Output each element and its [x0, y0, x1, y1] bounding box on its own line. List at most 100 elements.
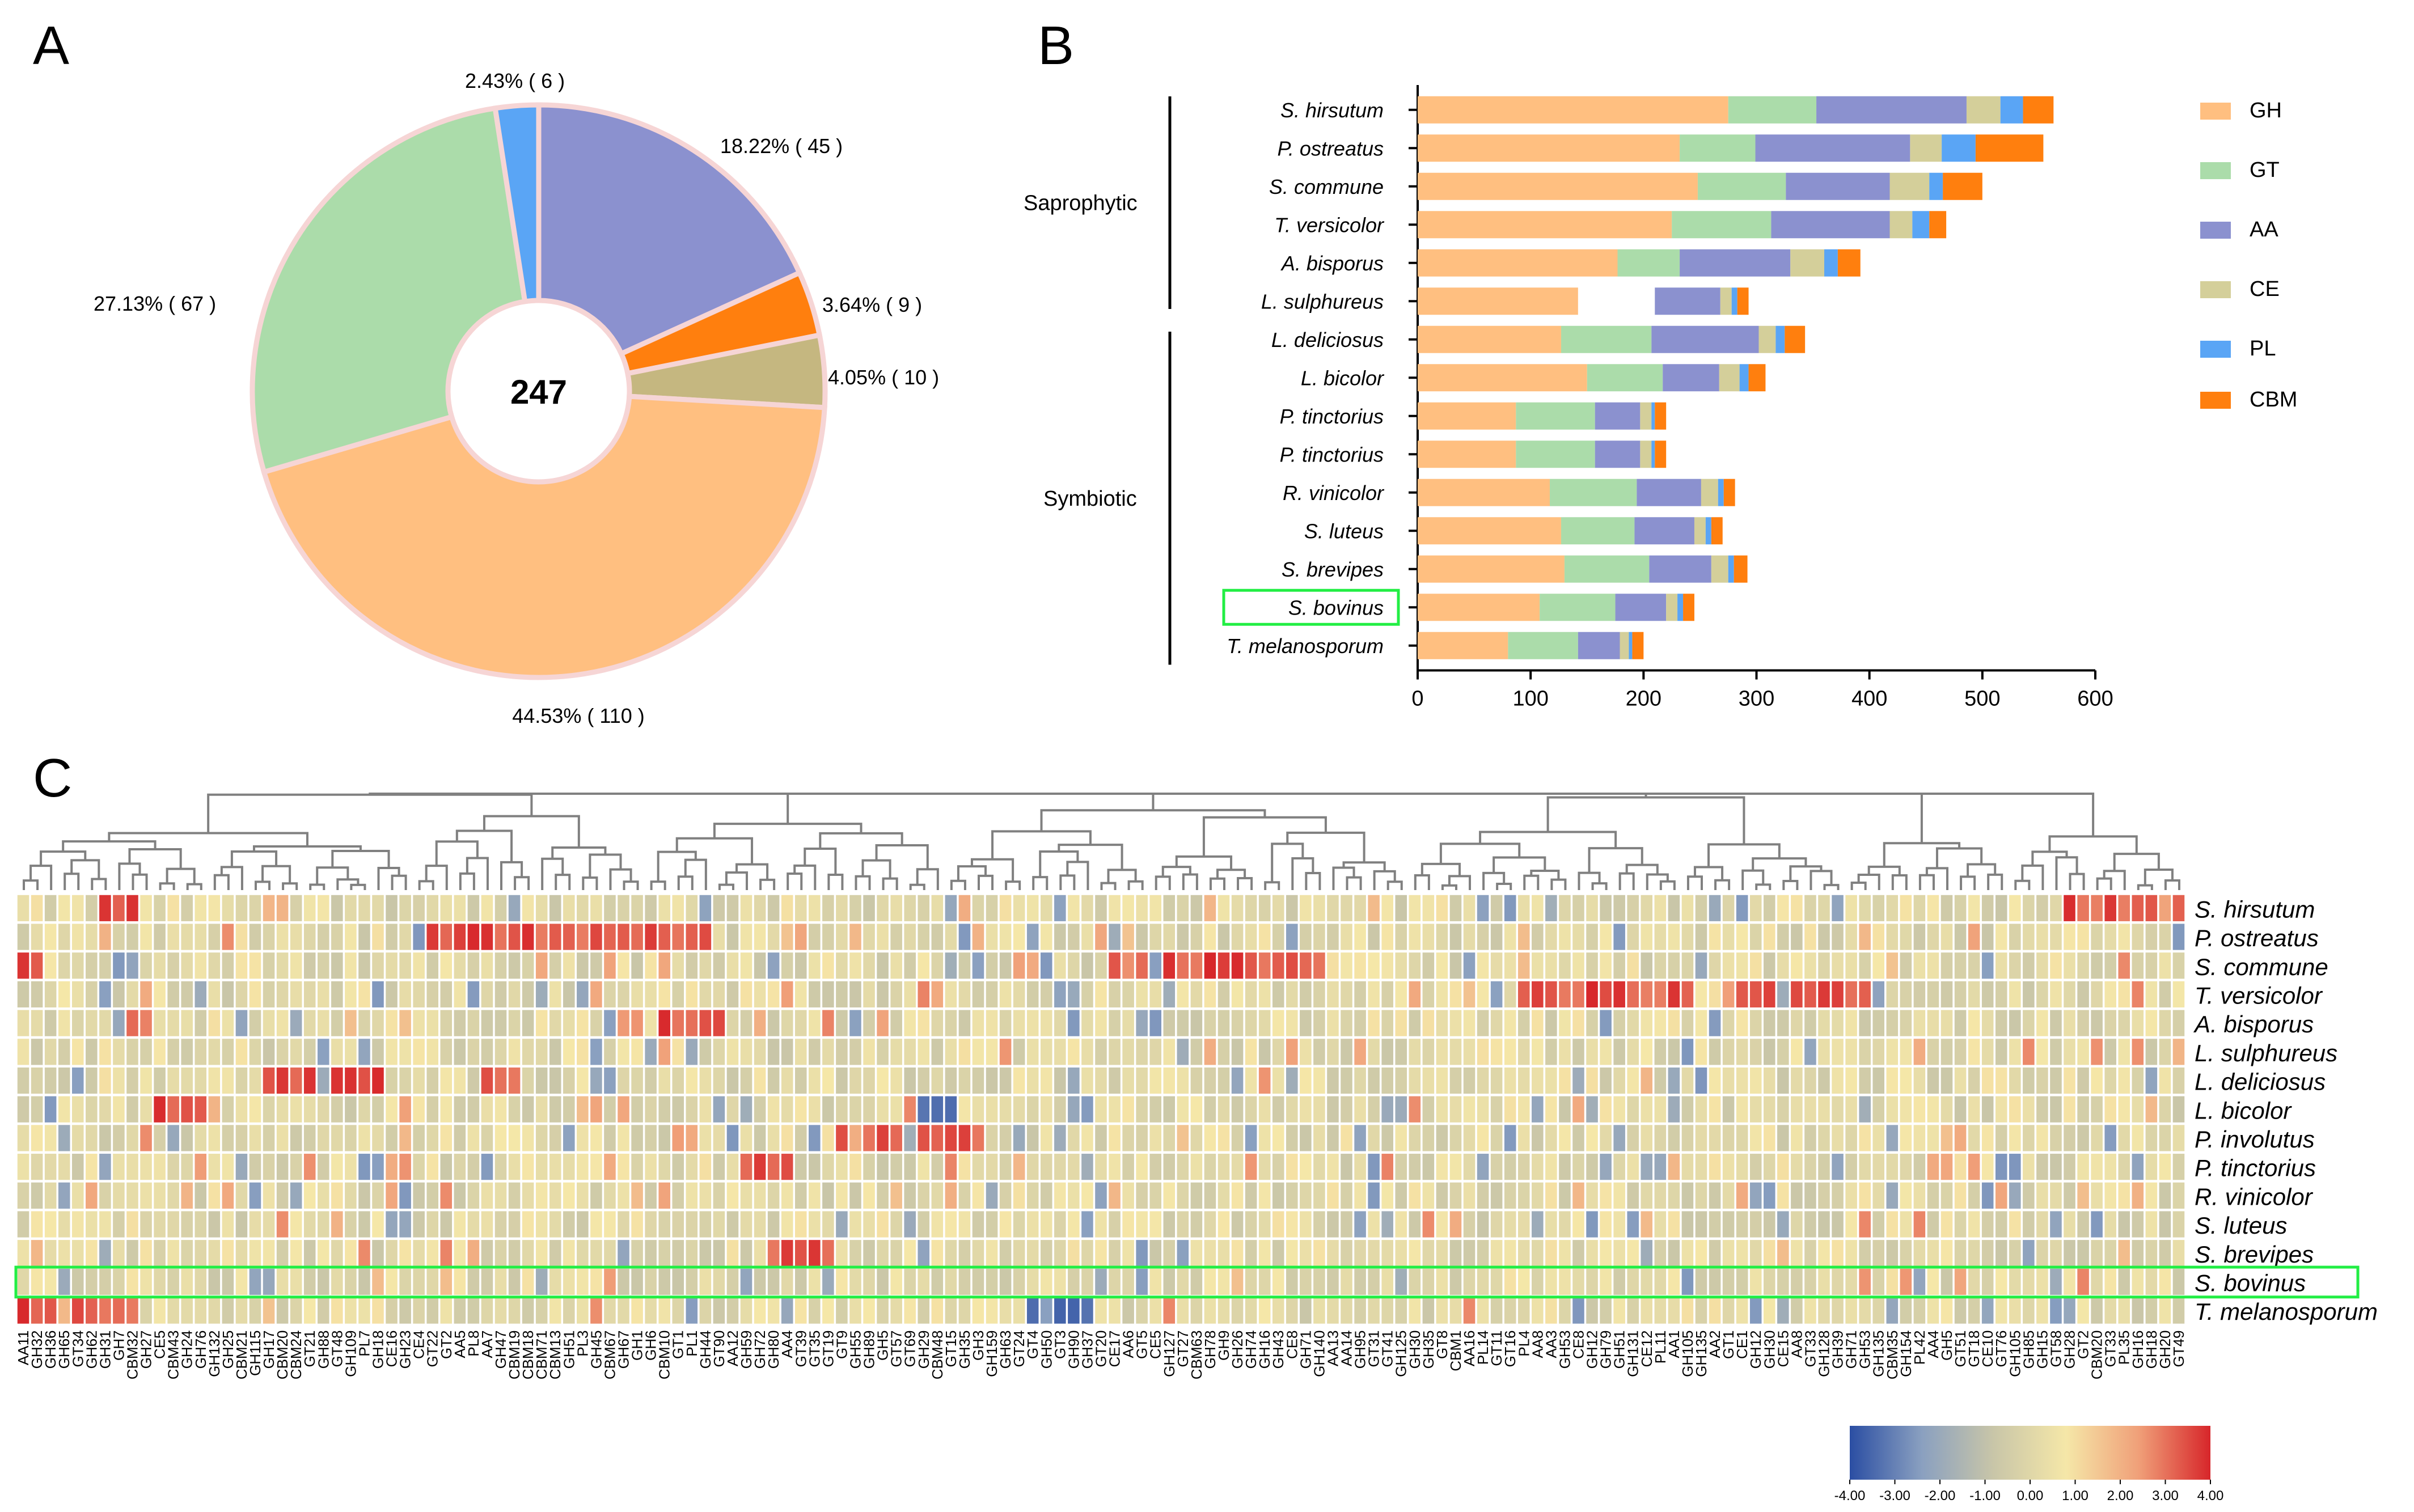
heatmap-column-label: GT4 — [1024, 1331, 1041, 1359]
heatmap-cell — [808, 922, 822, 951]
heatmap-cell — [1462, 1124, 1476, 1153]
heatmap-cell — [398, 1009, 412, 1037]
bar-category-label: T. melanosporum — [1227, 634, 1384, 658]
heatmap-cell — [1585, 951, 1599, 980]
heatmap-cell — [1708, 1239, 1722, 1267]
heatmap-cell — [316, 951, 331, 980]
heatmap-cell — [2117, 1153, 2131, 1181]
heatmap-cell — [1217, 1095, 1231, 1124]
heatmap-cell — [1817, 894, 1831, 922]
heatmap-cell — [98, 1181, 112, 1210]
heatmap-cell — [1571, 1066, 1586, 1095]
heatmap-cell — [2103, 1037, 2117, 1066]
heatmap-cell — [1885, 922, 1899, 951]
heatmap-cell — [1299, 1124, 1313, 1153]
heatmap-cell — [644, 1210, 658, 1239]
heatmap-cell — [16, 894, 30, 922]
heatmap-cell — [589, 922, 603, 951]
heatmap-cell — [289, 1066, 303, 1095]
heatmap-cell — [1367, 1153, 1381, 1181]
heatmap-cell — [316, 1210, 331, 1239]
heatmap-cell — [330, 1124, 344, 1153]
heatmap-cell — [521, 1153, 535, 1181]
heatmap-cell — [1599, 1297, 1613, 1325]
heatmap-cell — [1080, 922, 1094, 951]
heatmap-cell — [1026, 1239, 1039, 1267]
heatmap-cell — [1994, 1239, 2009, 1267]
heatmap-cell — [1326, 1124, 1340, 1153]
heatmap-cell — [1026, 1124, 1039, 1153]
heatmap-cell — [576, 1297, 590, 1325]
heatmap-cell — [1654, 1268, 1667, 1296]
heatmap-cell — [30, 1210, 44, 1239]
heatmap-cell — [576, 951, 590, 980]
heatmap-cell — [221, 1066, 235, 1095]
heatmap-cell — [1981, 1268, 1994, 1296]
heatmap-cell — [699, 1037, 712, 1066]
heatmap-cell — [1053, 1009, 1067, 1037]
heatmap-cell — [1012, 1066, 1026, 1095]
heatmap-cell — [1367, 894, 1381, 922]
dendrogram-branch — [64, 873, 80, 890]
heatmap-cell — [2062, 1153, 2077, 1181]
heatmap-cell — [944, 1210, 958, 1239]
bar-segment-gh — [1418, 249, 1618, 277]
heatmap-cell — [576, 1181, 590, 1210]
heatmap-cell — [1735, 951, 1749, 980]
dendrogram-branch — [435, 840, 479, 866]
heatmap-cell — [535, 1239, 548, 1267]
heatmap-cell — [2008, 1066, 2022, 1095]
bar-segment-gh — [1418, 211, 1672, 239]
dendrogram-branch — [1155, 875, 1171, 890]
heatmap-cell — [1148, 951, 1162, 980]
bar-segment-cbm — [1655, 402, 1667, 430]
heatmap-cell — [1039, 1066, 1054, 1095]
heatmap-cell — [221, 1210, 235, 1239]
heatmap-cell — [876, 894, 890, 922]
heatmap-cell — [944, 1066, 958, 1095]
heatmap-column-label: GH140 — [1310, 1331, 1328, 1377]
heatmap-cell — [398, 980, 412, 1009]
heatmap-cell — [1231, 1009, 1244, 1037]
heatmap-cell — [71, 951, 85, 980]
heatmap-column-label: GT18 — [1965, 1331, 1982, 1367]
heatmap-cell — [1053, 951, 1067, 980]
heatmap-cell — [699, 980, 712, 1009]
heatmap-column-label: CBM35 — [1884, 1331, 1901, 1380]
heatmap-cell — [712, 951, 726, 980]
heatmap-cell — [384, 1239, 399, 1267]
bar-x-tick-label: 100 — [1512, 687, 1548, 711]
dendrogram-branch — [1857, 873, 1880, 890]
heatmap-cell — [125, 1297, 139, 1325]
dendrogram-branch — [1448, 875, 1472, 890]
heatmap-cell — [1190, 980, 1203, 1009]
legend-label-aa: AA — [2250, 218, 2278, 242]
heatmap-cell — [616, 1037, 631, 1066]
heatmap-cell — [1871, 1297, 1885, 1325]
heatmap-cell — [180, 894, 194, 922]
heatmap-cell — [657, 1181, 671, 1210]
heatmap-cell — [1994, 1268, 2009, 1296]
heatmap-cell — [739, 1268, 753, 1296]
heatmap-cell — [1190, 1066, 1203, 1095]
heatmap-cell — [1503, 1009, 1517, 1037]
heatmap-cell — [1231, 1210, 1244, 1239]
heatmap-cell — [862, 1037, 876, 1066]
heatmap-cell — [1858, 1153, 1872, 1181]
heatmap-cell — [30, 894, 44, 922]
heatmap-cell — [1871, 1037, 1885, 1066]
bar-segment-gh — [1418, 134, 1680, 162]
heatmap-cell — [562, 922, 576, 951]
dendrogram-branch — [787, 793, 1155, 824]
heatmap-cell — [1053, 1239, 1067, 1267]
heatmap-cell — [1067, 1210, 1081, 1239]
heatmap-cell — [112, 1066, 126, 1095]
heatmap-cell — [344, 1095, 358, 1124]
dendrogram-branch — [29, 865, 53, 890]
bar-segment-gt — [1680, 134, 1756, 162]
heatmap-cell — [1176, 1009, 1190, 1037]
heatmap-cell — [521, 951, 535, 980]
heatmap-cell — [1722, 1297, 1735, 1325]
heatmap-cell — [1926, 1066, 1940, 1095]
heatmap-cell — [1858, 980, 1872, 1009]
